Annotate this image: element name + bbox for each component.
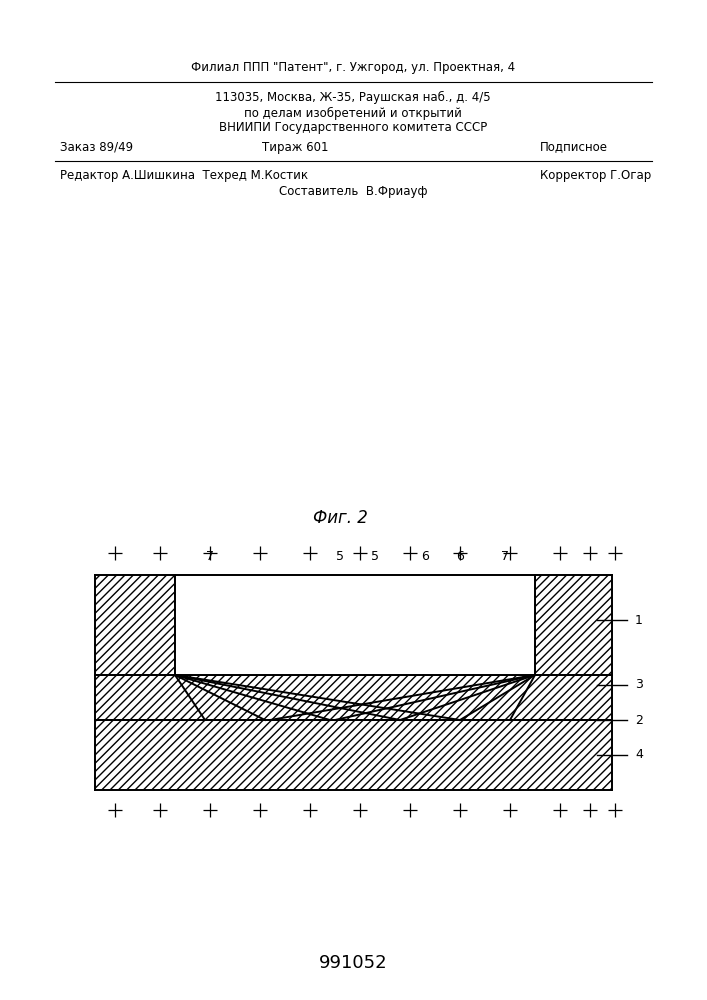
- Text: 7: 7: [501, 550, 509, 564]
- Bar: [175, 575, 535, 675]
- Text: 6: 6: [456, 550, 464, 564]
- Text: 2: 2: [635, 714, 643, 726]
- Text: Подписное: Подписное: [540, 140, 608, 153]
- Bar: [95, 575, 175, 675]
- Text: Заказ 89/49: Заказ 89/49: [60, 140, 133, 153]
- Text: по делам изобретений и открытий: по делам изобретений и открытий: [244, 106, 462, 120]
- Text: Составитель  В.Фриауф: Составитель В.Фриауф: [279, 186, 427, 198]
- Text: ВНИИПИ Государственного комитета СССР: ВНИИПИ Государственного комитета СССР: [219, 121, 487, 134]
- Text: Корректор Г.Огар: Корректор Г.Огар: [540, 168, 651, 182]
- Bar: [535, 575, 612, 675]
- Text: 113035, Москва, Ж-35, Раушская наб., д. 4/5: 113035, Москва, Ж-35, Раушская наб., д. …: [215, 90, 491, 104]
- Text: Редактор А.Шишкина  Техред М.Костик: Редактор А.Шишкина Техред М.Костик: [60, 168, 308, 182]
- Text: Фиг. 2: Фиг. 2: [312, 509, 368, 527]
- Text: 3: 3: [635, 678, 643, 692]
- Bar: [95, 675, 612, 720]
- Text: 7: 7: [206, 550, 214, 564]
- Text: 1: 1: [635, 613, 643, 626]
- Bar: [95, 720, 612, 790]
- Text: 991052: 991052: [319, 954, 387, 972]
- Text: 4: 4: [635, 748, 643, 762]
- Text: Тираж 601: Тираж 601: [262, 140, 328, 153]
- Text: Филиал ППП "Патент", г. Ужгород, ул. Проектная, 4: Филиал ППП "Патент", г. Ужгород, ул. Про…: [191, 60, 515, 74]
- Text: 6: 6: [421, 550, 429, 564]
- Text: 5: 5: [371, 550, 379, 564]
- Text: 5: 5: [336, 550, 344, 564]
